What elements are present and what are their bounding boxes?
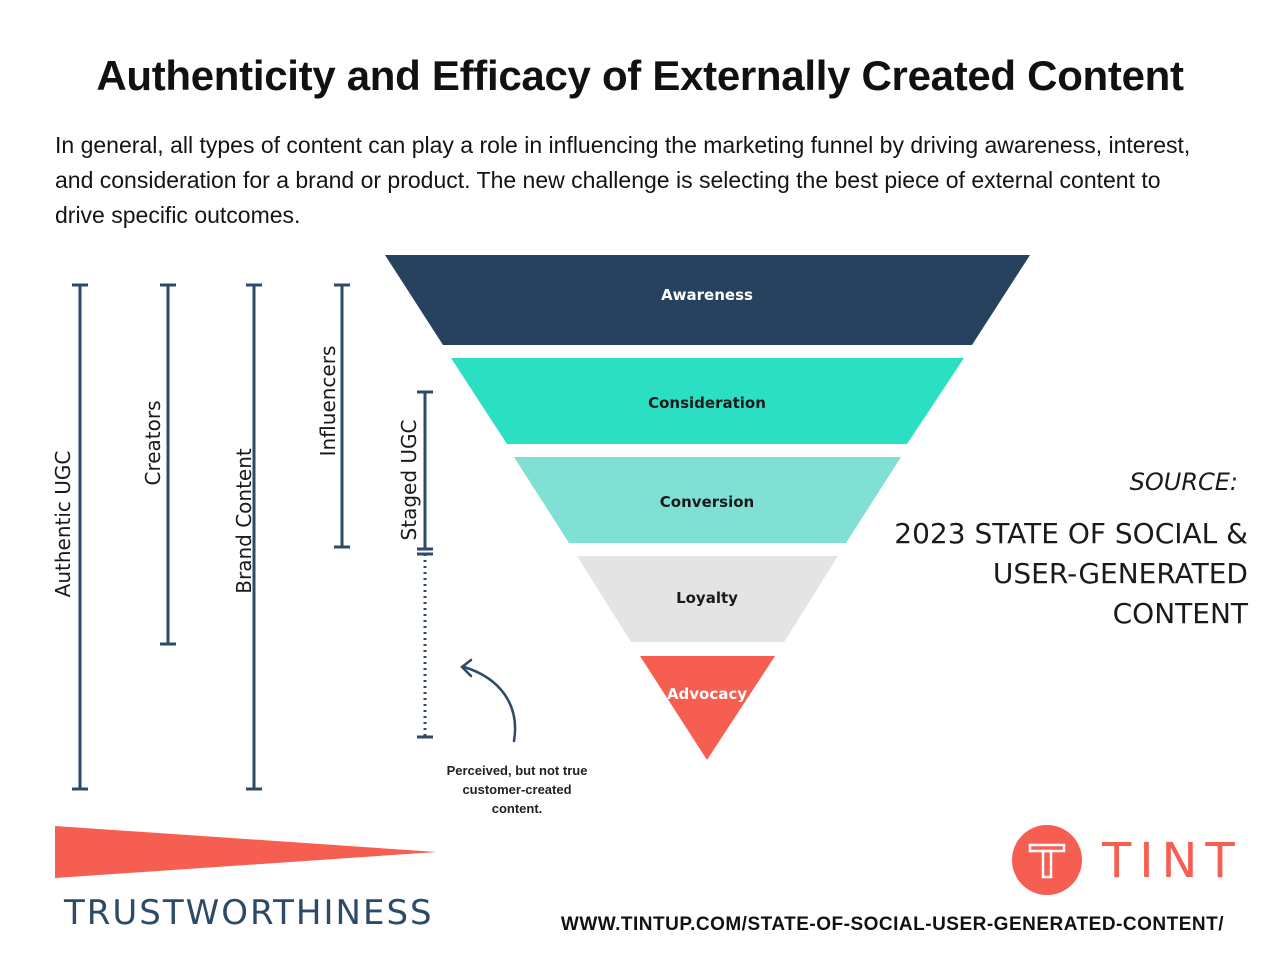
creators-label: Creators <box>141 400 165 485</box>
authentic-ugc-bar <box>72 283 88 791</box>
staged-ugc-dotted-extension <box>417 552 433 739</box>
tint-logo: TINT <box>1012 825 1235 897</box>
funnel-layer-advocacy <box>640 656 775 760</box>
brand-content-bar <box>246 283 262 791</box>
trustworthiness-wedge <box>55 826 437 878</box>
source-text: 2023 STATE OF SOCIAL & USER-GENERATED CO… <box>894 517 1248 630</box>
funnel-label-conversion: Conversion <box>660 493 754 511</box>
authentic-ugc-label: Authentic UGC <box>51 451 75 598</box>
funnel-layer-conversion <box>514 457 901 543</box>
curved-arrow-icon <box>460 658 517 743</box>
trustworthiness-label: TRUSTWORTHINESS <box>64 893 434 933</box>
staged-ugc-bar <box>417 390 433 551</box>
funnel-label-advocacy: Advocacy <box>667 685 747 703</box>
page-title: Authenticity and Efficacy of Externally … <box>96 52 1184 99</box>
influencers-bar <box>334 283 350 549</box>
staged-ugc-label: Staged UGC <box>397 420 421 541</box>
funnel-layer-awareness <box>385 255 1030 345</box>
funnel-layer-consideration <box>451 358 964 444</box>
funnel-label-consideration: Consideration <box>648 394 766 412</box>
source-label: SOURCE: <box>1129 468 1238 496</box>
source-url[interactable]: WWW.TINTUP.COM/STATE-OF-SOCIAL-USER-GENE… <box>560 914 1224 935</box>
funnel-label-awareness: Awareness <box>661 286 753 304</box>
brand-content-label: Brand Content <box>232 448 256 594</box>
intro-text: In general, all types of content can pla… <box>55 132 1191 228</box>
staged-ugc-note: Perceived, but not true customer-created… <box>446 763 588 816</box>
tint-logo-text: TINT <box>1102 833 1243 889</box>
influencers-label: Influencers <box>316 346 340 457</box>
creators-bar <box>160 283 176 646</box>
funnel-label-loyalty: Loyalty <box>676 589 738 607</box>
tint-t-icon <box>1012 825 1082 895</box>
funnel-layer-loyalty <box>577 556 838 642</box>
